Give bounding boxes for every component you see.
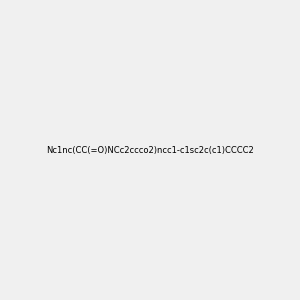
Text: Nc1nc(CC(=O)NCc2ccco2)ncc1-c1sc2c(c1)CCCC2: Nc1nc(CC(=O)NCc2ccco2)ncc1-c1sc2c(c1)CCC… (46, 146, 254, 154)
